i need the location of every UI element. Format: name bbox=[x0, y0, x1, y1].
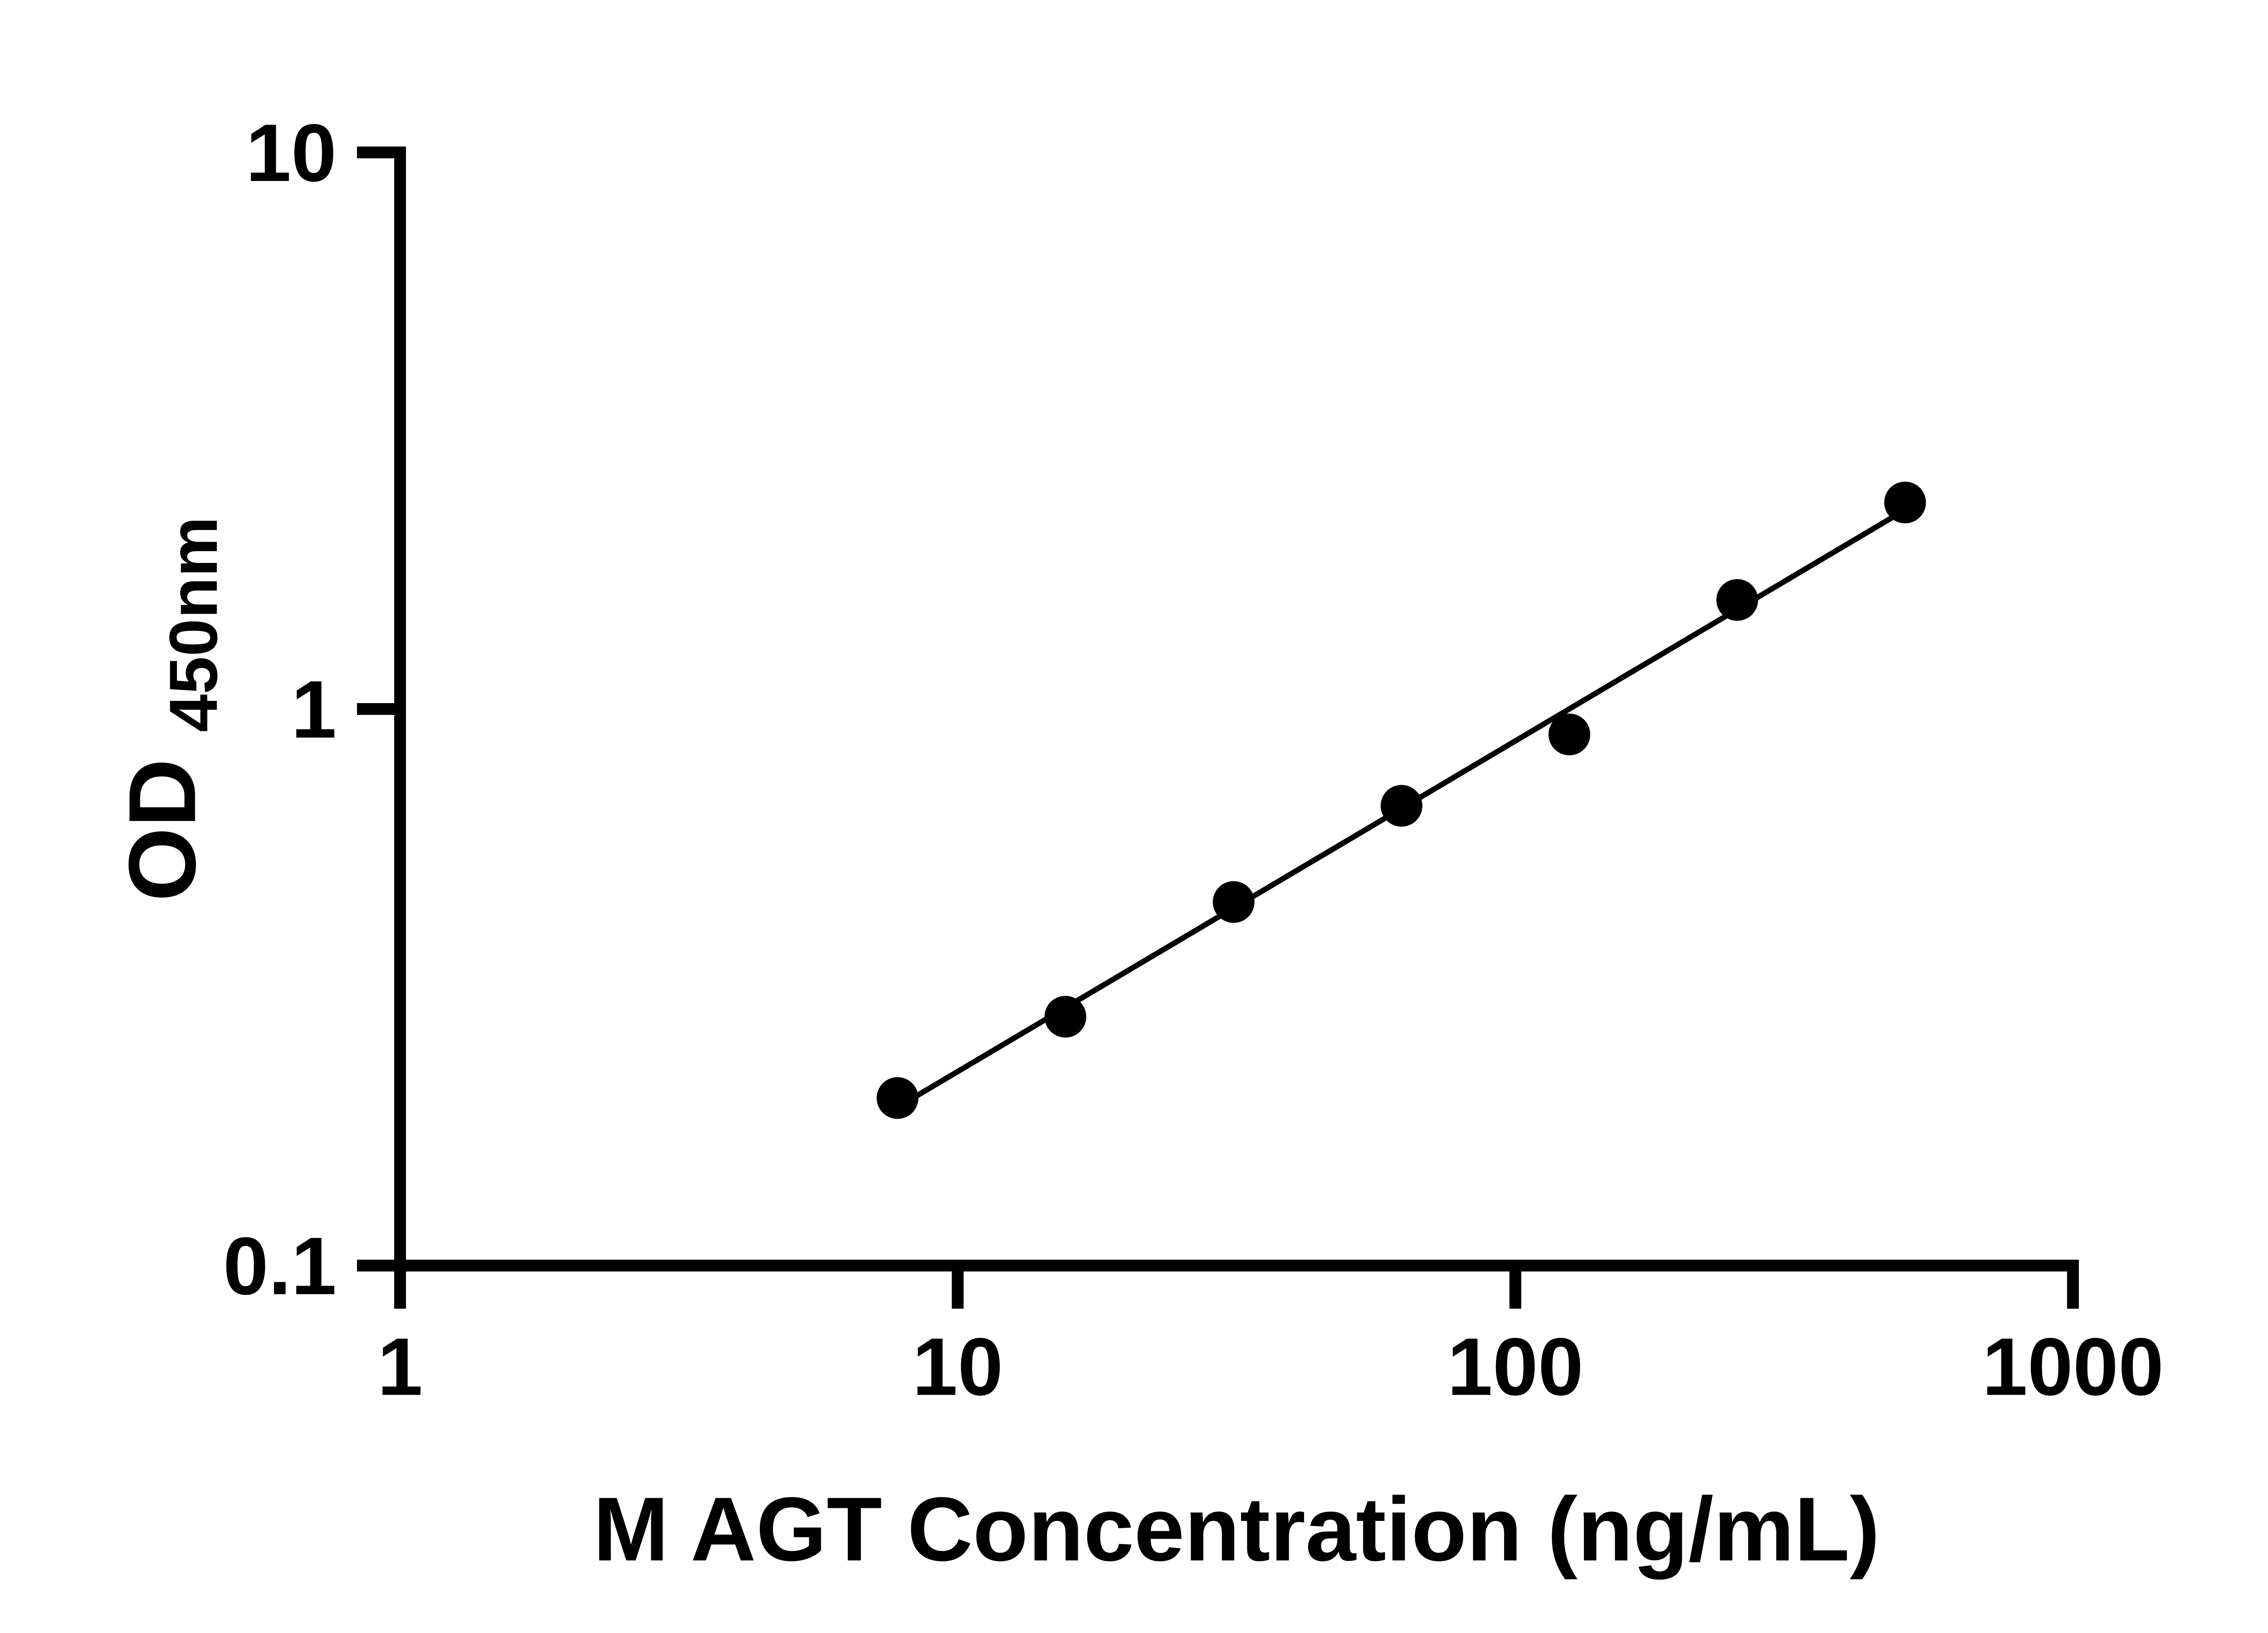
x-tick-label: 1 bbox=[377, 1321, 423, 1413]
y-axis-title: OD 450nm bbox=[109, 517, 231, 902]
y-tick-label: 1 bbox=[291, 664, 337, 755]
data-point bbox=[1212, 881, 1255, 923]
data-point bbox=[1044, 996, 1086, 1038]
data-point bbox=[1884, 481, 1926, 523]
y-tick-label: 0.1 bbox=[223, 1221, 337, 1312]
data-point bbox=[1380, 785, 1422, 827]
data-point bbox=[1548, 714, 1590, 756]
tick-layer: 1 10 100 1000 0.1 1 10 bbox=[223, 108, 2164, 1413]
data-point bbox=[876, 1077, 919, 1119]
y-tick-label: 10 bbox=[246, 108, 337, 199]
y-axis-title-main: OD bbox=[109, 758, 215, 901]
x-tick-label: 1000 bbox=[1982, 1321, 2164, 1413]
axes-layer bbox=[394, 147, 2079, 1271]
x-axis-title: M AGT Concentration (ng/mL) bbox=[593, 1479, 1880, 1580]
x-tick-label: 10 bbox=[912, 1321, 1003, 1413]
y-axis-title-sub: 450nm bbox=[155, 517, 231, 732]
x-tick-label: 100 bbox=[1447, 1321, 1584, 1413]
axis-lines bbox=[394, 147, 2079, 1271]
data-point bbox=[1716, 579, 1758, 621]
series-layer bbox=[876, 481, 1926, 1119]
